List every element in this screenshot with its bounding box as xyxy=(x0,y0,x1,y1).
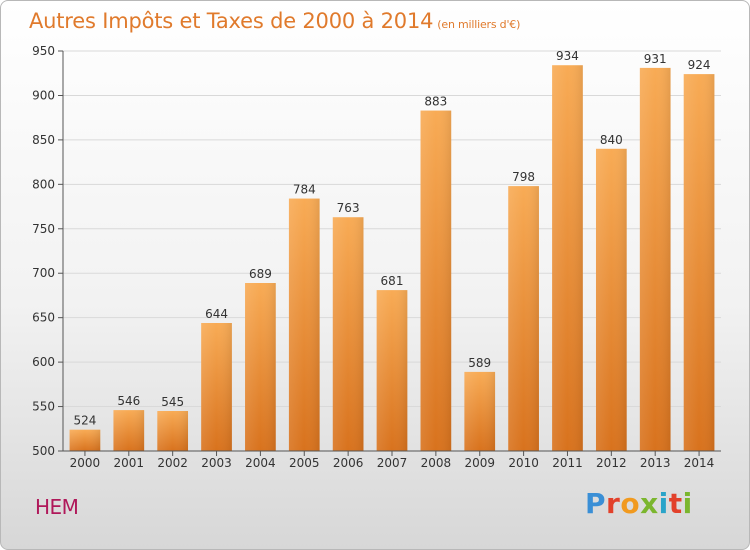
location-label: HEM xyxy=(35,495,79,519)
x-tick-label: 2000 xyxy=(70,456,101,470)
logo-letter: i xyxy=(682,487,693,520)
x-tick-label: 2011 xyxy=(552,456,583,470)
x-tick-label: 2007 xyxy=(377,456,408,470)
bar-shade-2010 xyxy=(508,186,539,451)
x-tick-label: 2014 xyxy=(684,456,715,470)
y-tick-label: 500 xyxy=(32,444,55,458)
y-tick-label: 850 xyxy=(32,133,55,147)
data-label: 524 xyxy=(73,414,96,428)
subtitle-text: (en milliers d'€) xyxy=(437,18,521,31)
x-tick-label: 2002 xyxy=(157,456,188,470)
logo-letter: t xyxy=(668,487,683,520)
data-label: 681 xyxy=(381,274,404,288)
bar-shade-2008 xyxy=(420,110,452,452)
x-tick-label: 2005 xyxy=(289,456,320,470)
x-tick-label: 2010 xyxy=(508,456,539,470)
data-label: 934 xyxy=(556,49,579,63)
data-label: 763 xyxy=(337,201,360,215)
bar-shade-2003 xyxy=(201,323,232,451)
bar-shade-2006 xyxy=(332,217,364,451)
bar-shade-2004 xyxy=(245,283,276,451)
x-tick-label: 2013 xyxy=(640,456,671,470)
x-tick-label: 2006 xyxy=(333,456,364,470)
y-tick-label: 800 xyxy=(32,177,55,191)
bar-shade-2002 xyxy=(157,411,189,451)
bar-shade-2007 xyxy=(376,290,408,451)
data-label: 784 xyxy=(293,183,316,197)
x-tick-label: 2003 xyxy=(201,456,232,470)
y-tick-label: 600 xyxy=(32,355,55,369)
y-tick-label: 750 xyxy=(32,222,55,236)
bars: 524 546 545 644 689 784 763 681 883 589 798 934 840 9… xyxy=(69,49,715,452)
y-tick-label: 900 xyxy=(32,88,55,102)
y-tick-label: 700 xyxy=(32,266,55,280)
bar-shade-2011 xyxy=(552,65,583,451)
bar-shade-2013 xyxy=(639,67,671,451)
data-label: 798 xyxy=(512,170,535,184)
logo-letter: o xyxy=(620,487,641,520)
data-label: 883 xyxy=(424,95,447,109)
data-label: 589 xyxy=(468,356,491,370)
data-label: 924 xyxy=(688,58,711,72)
bar-shade-2012 xyxy=(595,148,627,451)
data-label: 840 xyxy=(600,133,623,147)
chart-title: Autres Impôts et Taxes de 2000 à 2014 (en… xyxy=(29,9,520,33)
data-label: 931 xyxy=(644,52,667,66)
bar-shade-2000 xyxy=(69,429,101,451)
data-label: 545 xyxy=(161,395,184,409)
x-tick-label: 2012 xyxy=(596,456,627,470)
bar-shade-2009 xyxy=(464,371,496,451)
y-tick-label: 550 xyxy=(32,400,55,414)
bar-shade-2001 xyxy=(113,410,145,451)
axes: 500 550 600 650 700 750 800 850 900 950 2000 2001 20… xyxy=(32,44,721,470)
logo-letter: r xyxy=(606,487,621,520)
logo-letter: P xyxy=(585,487,607,520)
bar-shade-2014 xyxy=(683,74,715,451)
bar-shade-2005 xyxy=(288,198,320,451)
logo-letter: x xyxy=(640,487,659,520)
title-text: Autres Impôts et Taxes de 2000 à 2014 xyxy=(29,9,434,33)
data-label: 546 xyxy=(117,394,140,408)
x-tick-label: 2008 xyxy=(421,456,452,470)
y-tick-label: 650 xyxy=(32,311,55,325)
proxiti-logo: Proxiti xyxy=(585,487,693,520)
logo-letter: i xyxy=(658,487,669,520)
x-tick-label: 2004 xyxy=(245,456,276,470)
y-tick-label: 950 xyxy=(32,44,55,58)
x-tick-label: 2001 xyxy=(114,456,145,470)
data-label: 644 xyxy=(205,307,228,321)
data-label: 689 xyxy=(249,267,272,281)
x-tick-label: 2009 xyxy=(464,456,495,470)
